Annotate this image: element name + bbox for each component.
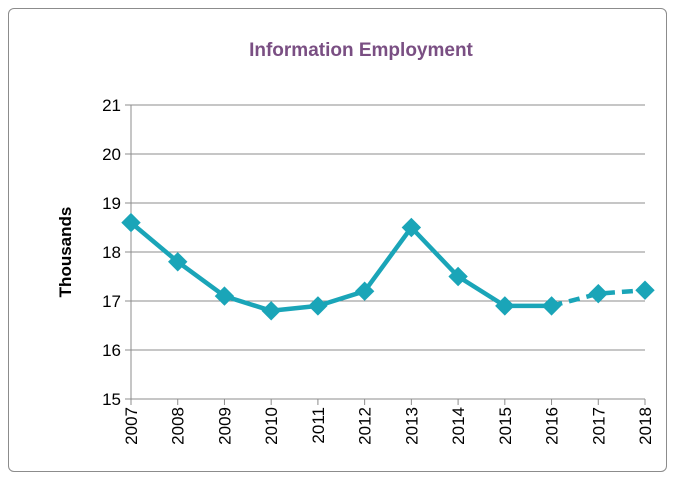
x-tick-label-2014: 2014 <box>449 407 468 445</box>
y-tick-labels: 15 16 17 18 19 20 21 <box>102 96 121 409</box>
y-axis-label: Thousands <box>56 207 75 298</box>
gridlines <box>131 104 645 351</box>
x-tick-label-2015: 2015 <box>496 407 515 445</box>
x-tick-label-2017: 2017 <box>589 407 608 445</box>
y-tick-label-16: 16 <box>102 341 121 360</box>
y-tick-label-21: 21 <box>102 96 121 115</box>
data-point-2018 <box>635 280 655 300</box>
x-tick-label-2008: 2008 <box>169 407 188 445</box>
data-point-2011 <box>308 296 328 316</box>
data-point-2017 <box>588 283 608 304</box>
data-point-2016 <box>541 296 562 316</box>
x-tick-label-2007: 2007 <box>122 407 141 445</box>
y-tick-label-17: 17 <box>102 292 121 311</box>
y-tick-label-20: 20 <box>102 145 121 164</box>
axes <box>125 104 646 405</box>
series-line-projected <box>550 287 646 309</box>
y-tick-label-18: 18 <box>102 243 121 262</box>
data-point-2012 <box>354 281 375 301</box>
data-point-2015 <box>495 296 515 316</box>
x-tick-labels: 2007 2008 2009 2010 2011 2012 2013 2014 2015 2016… <box>122 407 655 445</box>
x-tick-label-2013: 2013 <box>402 407 421 445</box>
x-tick-label-2010: 2010 <box>262 407 281 445</box>
data-point-2008 <box>168 252 188 272</box>
y-tick-label-19: 19 <box>102 194 121 213</box>
y-tick-label-15: 15 <box>102 390 121 409</box>
x-tick-label-2016: 2016 <box>543 407 562 445</box>
x-tick-label-2018: 2018 <box>636 407 655 445</box>
data-point-2010 <box>261 301 281 321</box>
data-point-2009 <box>214 286 235 306</box>
x-tick-label-2009: 2009 <box>215 407 234 445</box>
data-point-2007 <box>121 212 141 233</box>
series-line-actual <box>128 220 554 314</box>
chart-title: Information Employment <box>249 40 473 61</box>
data-point-2013 <box>401 217 422 238</box>
x-tick-label-2012: 2012 <box>356 407 375 445</box>
x-tick-label-2011: 2011 <box>309 407 328 444</box>
chart-frame <box>8 8 667 472</box>
data-point-2014 <box>448 266 468 287</box>
series-lines <box>128 220 646 314</box>
data-points <box>121 212 655 321</box>
